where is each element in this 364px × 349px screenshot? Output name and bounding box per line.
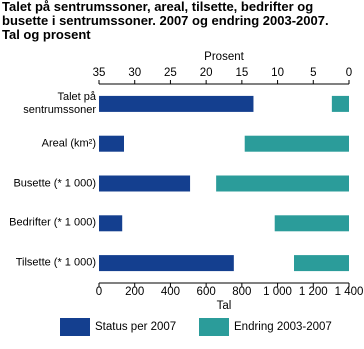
x2-tick-label: 20 [200, 67, 213, 79]
x2-axis-label: Prosent [204, 51, 244, 63]
x-tick-label: 800 [232, 286, 251, 298]
category-label: Busette (* 1 000) [13, 177, 96, 189]
x2-tick-label: 30 [128, 67, 141, 79]
x2-tick-label: 25 [164, 67, 177, 79]
x-tick-label: 200 [125, 286, 144, 298]
legend-swatch [199, 318, 229, 336]
legend-label: Endring 2003-2007 [234, 321, 332, 333]
x-tick-label: 600 [197, 286, 216, 298]
chart-title: Talet på sentrumssoner, areal, tilsette,… [2, 0, 329, 42]
bar [216, 175, 349, 192]
bar [99, 255, 234, 272]
bar [99, 215, 123, 232]
bar [294, 255, 349, 272]
bar [99, 95, 254, 112]
x-tick-label: 1 200 [299, 286, 328, 298]
bar [99, 135, 124, 152]
x2-tick-label: 5 [310, 67, 316, 79]
category-label: Bedrifter (* 1 000) [9, 216, 96, 229]
bar [331, 95, 349, 112]
bar [244, 135, 349, 152]
x-tick-label: 1 400 [335, 286, 364, 298]
x-tick-label: 1 000 [263, 286, 292, 298]
bar [274, 215, 349, 232]
legend-swatch [60, 318, 90, 336]
x2-tick-label: 15 [235, 67, 248, 79]
bar [99, 175, 191, 192]
x-tick-label: 0 [96, 286, 102, 298]
x-tick-label: 400 [161, 286, 180, 298]
x2-tick-label: 0 [346, 67, 352, 79]
x2-tick-label: 10 [271, 67, 284, 79]
category-label: Tilsette (* 1 000) [15, 256, 96, 269]
category-label: Talet på sentrumssoner [23, 90, 96, 116]
x2-tick-label: 35 [93, 67, 106, 79]
category-label: Areal (km²) [41, 137, 96, 150]
x-axis-label: Tal [217, 300, 232, 312]
legend-label: Status per 2007 [95, 321, 176, 333]
